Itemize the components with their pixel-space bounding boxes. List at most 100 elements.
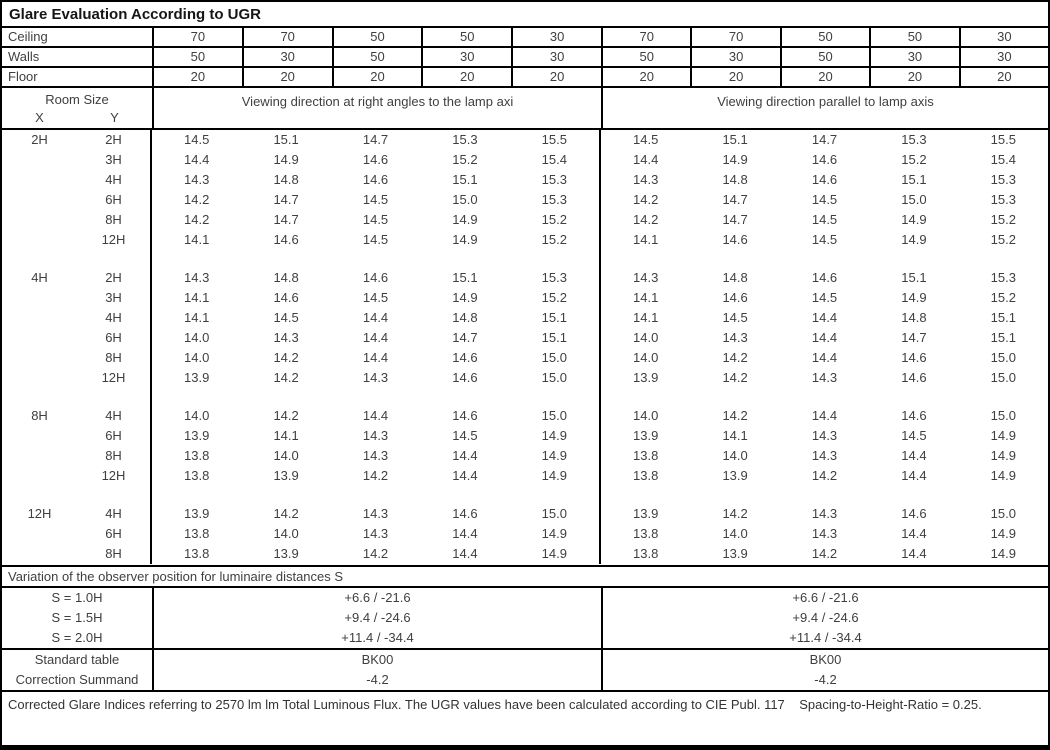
ugr-value: 15.1 (722, 132, 748, 147)
ugr-value: 14.4 (452, 468, 478, 483)
ugr-value: 13.8 (184, 526, 210, 541)
viewing-direction-right-header: Viewing direction parallel to lamp axis (717, 94, 934, 109)
ugr-value: 14.9 (541, 546, 567, 561)
surface-value: 30 (549, 29, 565, 44)
ugr-value: 14.9 (990, 546, 1016, 561)
ugr-value: 15.2 (452, 152, 478, 167)
ugr-row: 2H 2H 14.5 15.1 14.7 15.3 15.5 14.5 15.1 14.7 15.3… (2, 130, 1048, 150)
ugr-row: 4H 14.3 14.8 14.6 15.1 15.3 14.3 14.8 14.6 15.1 15… (2, 170, 1048, 190)
ugr-value: 13.9 (184, 370, 210, 385)
ugr-value: 14.5 (811, 290, 838, 305)
ugr-value: 15.0 (541, 370, 567, 385)
ugr-value: 14.5 (184, 132, 210, 147)
ugr-value: 15.0 (901, 192, 927, 207)
ugr-value: 14.3 (811, 428, 838, 443)
ugr-value: 14.5 (362, 232, 389, 247)
ugr-value: 15.2 (990, 290, 1016, 305)
room-x (2, 486, 77, 504)
ugr-value: 13.9 (633, 506, 659, 521)
x-column-header: X (35, 110, 44, 125)
surface-value: 50 (782, 48, 872, 66)
ugr-value: 14.8 (452, 310, 478, 325)
ugr-row: 12H 13.8 13.9 14.2 14.4 14.9 13.8 13.9 14.2 14.4 1… (2, 466, 1048, 486)
surface-values-right: 20 20 20 20 20 (603, 68, 1048, 86)
ugr-value: 14.4 (452, 448, 478, 463)
ugr-value: 13.8 (184, 448, 210, 463)
ugr-value: 14.7 (901, 330, 927, 345)
room-x (2, 426, 77, 446)
surface-label: Walls (2, 48, 154, 66)
gap-row (2, 250, 1048, 268)
ugr-values-right: 14.4 14.9 14.6 15.2 15.4 (601, 150, 1048, 170)
surface-value: 30 (692, 48, 782, 66)
ugr-value: 15.0 (990, 370, 1016, 385)
ugr-value: 14.6 (722, 290, 748, 305)
room-y: 12H (77, 368, 152, 388)
ugr-value: 15.3 (990, 270, 1016, 285)
ugr-value: 15.1 (452, 172, 478, 187)
xy-header: X Y (2, 110, 152, 125)
ugr-values-right: 13.9 14.2 14.3 14.6 15.0 (601, 368, 1048, 388)
surface-value: 70 (154, 28, 244, 46)
ugr-value: 13.9 (633, 428, 659, 443)
ugr-value: 14.4 (452, 526, 478, 541)
room-x (2, 544, 77, 564)
ugr-value: 15.3 (541, 270, 567, 285)
ugr-value: 15.3 (990, 172, 1016, 187)
variation-value-right: +11.4 / -34.4 (789, 630, 862, 645)
ugr-value: 15.1 (273, 132, 299, 147)
ugr-value: 14.4 (633, 152, 659, 167)
surface-value: 50 (782, 28, 872, 46)
surface-value: 20 (871, 68, 961, 86)
variation-heading: Variation of the observer position for l… (2, 567, 1048, 588)
ugr-value: 14.3 (722, 330, 748, 345)
ugr-value: 14.2 (184, 192, 210, 207)
ugr-values-block: 2H 2H 14.5 15.1 14.7 15.3 15.5 14.5 15.1 14.7 15.3… (2, 130, 1048, 567)
gap-row (2, 388, 1048, 406)
ugr-value: 14.6 (811, 172, 838, 187)
ugr-row: 4H 14.1 14.5 14.4 14.8 15.1 14.1 14.5 14.4 14.8 15… (2, 308, 1048, 328)
ugr-value: 15.4 (990, 152, 1016, 167)
ugr-values-left: 13.8 14.0 14.3 14.4 14.9 (152, 524, 601, 544)
surface-value: 20 (692, 68, 782, 86)
ugr-values-right: 13.9 14.2 14.3 14.6 15.0 (601, 504, 1048, 524)
summary-value-right: -4.2 (814, 672, 837, 687)
ugr-value: 14.1 (184, 310, 210, 325)
room-y: 8H (77, 544, 152, 564)
ugr-value: 14.1 (633, 232, 659, 247)
variation-value-left: +6.6 / -21.6 (154, 588, 603, 608)
ugr-value: 14.9 (452, 232, 478, 247)
ugr-value: 15.1 (541, 310, 567, 325)
ugr-row: 6H 13.8 14.0 14.3 14.4 14.9 13.8 14.0 14.3 14.4 14… (2, 524, 1048, 544)
ugr-values-left: 13.8 13.9 14.2 14.4 14.9 (152, 544, 601, 564)
ugr-value: 14.5 (452, 428, 478, 443)
ugr-row: 12H 13.9 14.2 14.3 14.6 15.0 13.9 14.2 14.3 14.6 1… (2, 368, 1048, 388)
ugr-value: 14.2 (184, 212, 210, 227)
room-x (2, 250, 77, 268)
room-x (2, 466, 77, 486)
ugr-values-left: 14.1 14.6 14.5 14.9 15.2 (152, 288, 601, 308)
ugr-values-left: 14.0 14.3 14.4 14.7 15.1 (152, 328, 601, 348)
ugr-value: 14.9 (901, 212, 927, 227)
room-x (2, 348, 77, 368)
ugr-value: 14.9 (273, 152, 299, 167)
ugr-value: 14.2 (722, 408, 748, 423)
ugr-value: 15.0 (541, 408, 567, 423)
ugr-value: 14.9 (452, 290, 478, 305)
surface-value: 50 (423, 28, 514, 46)
ugr-value: 14.5 (811, 212, 838, 227)
ugr-value: 15.2 (541, 290, 567, 305)
surface-values-left: 70 70 50 50 30 (154, 28, 603, 46)
ugr-values-right: 14.0 14.2 14.4 14.6 15.0 (601, 406, 1048, 426)
ugr-value: 14.9 (541, 468, 567, 483)
ugr-values-left: 14.3 14.8 14.6 15.1 15.3 (152, 170, 601, 190)
ugr-value: 13.8 (633, 526, 659, 541)
surface-label: Floor (2, 68, 154, 86)
room-y: 4H (77, 504, 152, 524)
surface-value: 50 (154, 48, 244, 66)
ugr-value: 14.3 (362, 506, 389, 521)
ugr-values-right (601, 486, 1048, 504)
ugr-value: 15.3 (452, 132, 478, 147)
ugr-value: 14.9 (990, 448, 1016, 463)
